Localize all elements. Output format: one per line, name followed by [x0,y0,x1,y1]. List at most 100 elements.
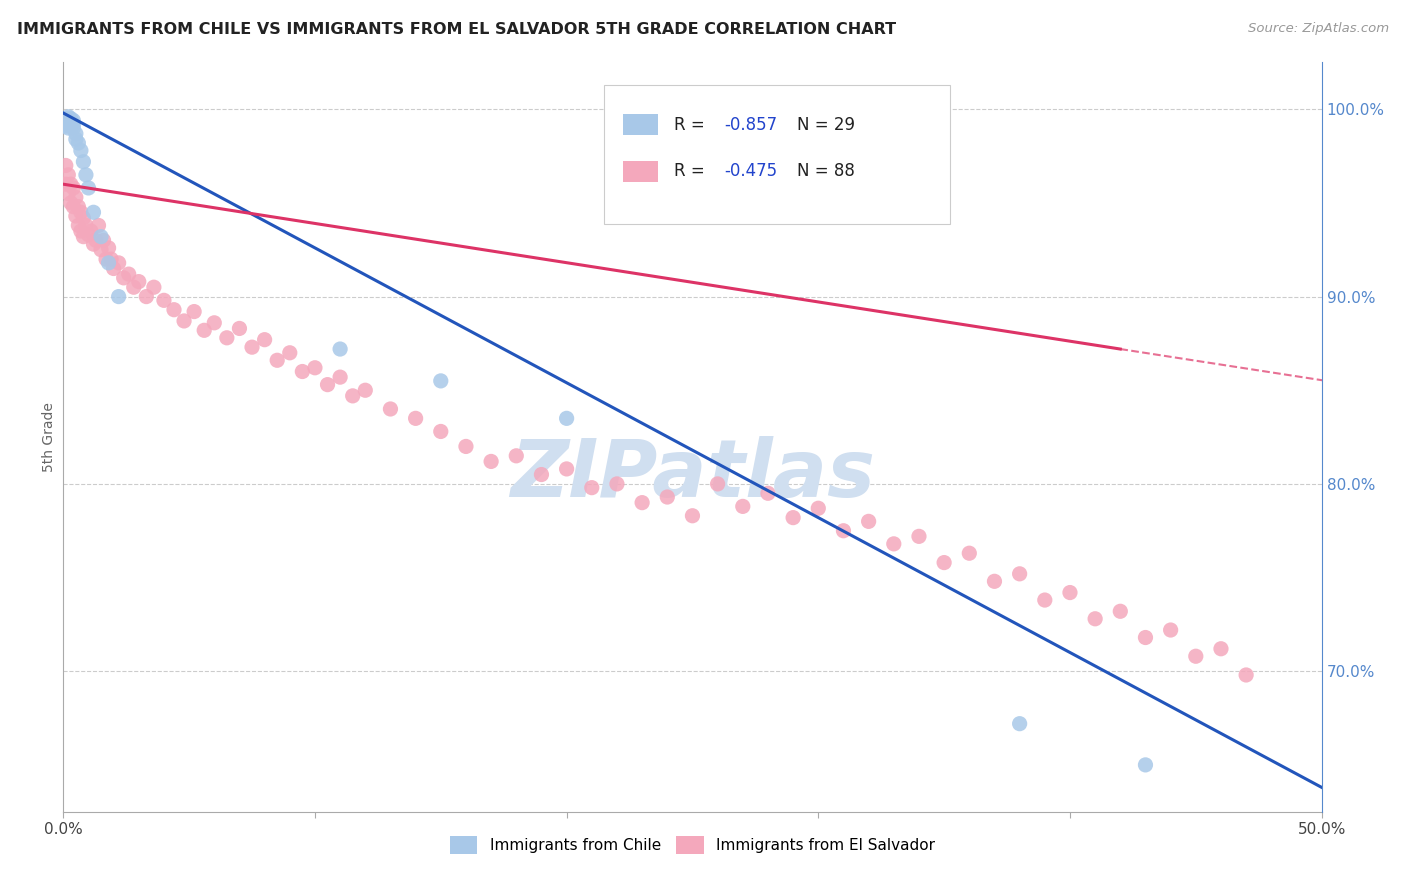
Point [55,177,77,191]
Point [681,508,703,523]
FancyBboxPatch shape [605,85,950,224]
Point [380,401,402,416]
Text: ZIPatlas: ZIPatlas [510,435,875,514]
Point [1209,641,1232,656]
Point [581,481,603,495]
Point [505,449,527,463]
Point [75,168,97,182]
Point [304,360,326,375]
Point [957,546,980,560]
Point [62,113,84,128]
Point [631,495,654,509]
Point [62,200,84,214]
Point [555,411,578,425]
Point [55,115,77,129]
Point [93,233,115,247]
Point [55,158,77,172]
Text: -0.857: -0.857 [724,116,778,134]
Point [112,270,135,285]
Point [342,389,364,403]
Point [97,256,120,270]
FancyBboxPatch shape [623,114,658,135]
Point [97,241,120,255]
Legend: Immigrants from Chile, Immigrants from El Salvador: Immigrants from Chile, Immigrants from E… [444,830,941,860]
Point [278,345,301,359]
Point [329,370,352,384]
Point [731,500,754,514]
Point [58,113,80,128]
Point [90,243,112,257]
Point [135,289,157,303]
Point [59,112,82,126]
Point [555,462,578,476]
Point [657,490,679,504]
Point [82,205,104,219]
Text: -0.475: -0.475 [724,162,778,180]
Point [59,119,82,133]
Point [1059,585,1081,599]
Point [58,120,80,135]
Text: Source: ZipAtlas.com: Source: ZipAtlas.com [1249,22,1389,36]
Point [316,377,339,392]
Point [266,353,288,368]
Point [65,190,87,204]
Point [934,556,956,570]
Point [430,374,453,388]
Point [142,280,165,294]
Point [163,302,186,317]
Point [65,127,87,141]
Point [67,136,90,150]
Point [107,256,129,270]
FancyBboxPatch shape [623,161,658,182]
Point [240,340,263,354]
Point [1084,612,1107,626]
Point [100,252,122,266]
Point [122,280,145,294]
Point [215,331,238,345]
Point [807,501,830,516]
Point [94,252,117,266]
Text: R =: R = [673,162,710,180]
Point [329,342,352,356]
Point [1008,566,1031,581]
Point [228,321,250,335]
Point [62,120,84,135]
Point [983,574,1005,589]
Point [77,181,100,195]
Text: IMMIGRANTS FROM CHILE VS IMMIGRANTS FROM EL SALVADOR 5TH GRADE CORRELATION CHART: IMMIGRANTS FROM CHILE VS IMMIGRANTS FROM… [17,22,896,37]
Point [1033,593,1056,607]
Point [183,304,205,318]
Text: N = 88: N = 88 [797,162,855,180]
Point [1184,649,1206,664]
Point [354,383,377,397]
Point [70,224,93,238]
Y-axis label: 5th Grade: 5th Grade [42,402,56,472]
Point [62,181,84,195]
Point [1109,604,1132,618]
Point [58,110,80,124]
Point [756,486,779,500]
Point [67,200,90,214]
Point [128,275,150,289]
Point [405,411,427,425]
Point [107,289,129,303]
Point [832,524,855,538]
Point [153,293,176,308]
Point [72,154,94,169]
Point [479,454,502,468]
Text: N = 29: N = 29 [797,116,855,134]
Point [782,510,804,524]
Point [82,237,104,252]
Point [55,112,77,126]
Point [65,132,87,146]
Point [1234,668,1257,682]
Point [1160,623,1182,637]
Point [103,261,125,276]
Point [59,195,82,210]
Point [202,316,225,330]
Point [90,229,112,244]
Point [58,168,80,182]
Point [291,364,314,378]
Point [118,267,141,281]
Point [77,227,100,242]
